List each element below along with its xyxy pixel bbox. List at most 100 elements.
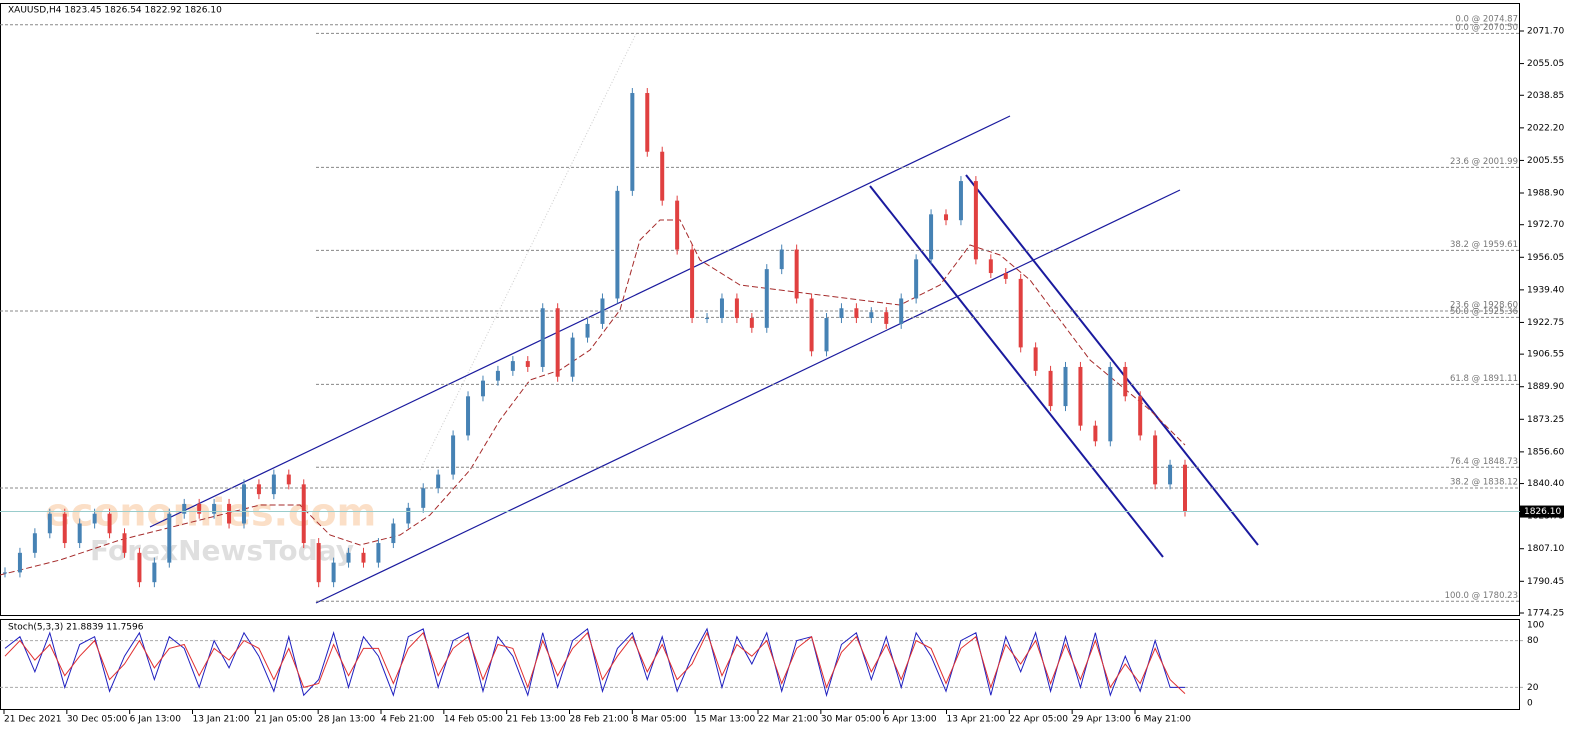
y-tick-label: 1988.90: [1527, 189, 1564, 199]
y-tick-label: 1873.25: [1527, 415, 1564, 425]
candle: [555, 308, 560, 377]
candle: [764, 269, 769, 328]
x-tick-label: 22 Mar 21:00: [758, 715, 818, 725]
candle: [869, 312, 874, 319]
candle: [1183, 464, 1187, 512]
candle: [854, 308, 859, 319]
candle: [734, 298, 739, 319]
candle: [973, 181, 978, 260]
x-tick-label: 30 Mar 05:00: [821, 715, 881, 725]
x-tick-label: 21 Jan 05:00: [255, 715, 312, 725]
candle: [376, 543, 381, 563]
stoch-line: [4, 631, 1186, 695]
x-tick-label: 29 Apr 13:00: [1072, 715, 1131, 725]
candle: [406, 507, 411, 524]
candle: [690, 249, 695, 319]
x-tick-label: 6 May 21:00: [1135, 715, 1191, 725]
watermark: ForexNewsToday: [90, 534, 354, 567]
x-tick-label: 6 Apr 13:00: [884, 715, 937, 725]
x-tick-label: 21 Feb 13:00: [507, 715, 566, 725]
x-tick-label: 8 Mar 05:00: [632, 715, 687, 725]
fib-label: 61.8 @ 1891.11: [1450, 374, 1518, 384]
y-tick-label: 1790.45: [1527, 577, 1564, 587]
candle: [630, 93, 635, 191]
x-tick-label: 13 Apr 21:00: [947, 715, 1006, 725]
x-tick-label: 22 Apr 05:00: [1009, 715, 1068, 725]
fib-label: 38.2 @ 1838.12: [1450, 478, 1518, 488]
candle: [779, 249, 784, 270]
candle: [421, 488, 426, 508]
candle: [1168, 464, 1173, 485]
candle: [495, 370, 500, 381]
candle: [1048, 370, 1053, 407]
candle: [227, 503, 232, 524]
y-tick-label: 2055.05: [1527, 59, 1564, 69]
candle: [1123, 366, 1128, 397]
stoch-frame: [0, 619, 1520, 710]
candle: [137, 552, 142, 583]
candle: [929, 214, 934, 260]
chart-title: XAUUSD,H4 1823.45 1826.54 1822.92 1826.1…: [8, 6, 222, 16]
y-tick-label: 1939.40: [1527, 285, 1564, 295]
y-tick-label: 1774.25: [1527, 609, 1564, 619]
candle: [182, 503, 187, 514]
candle: [212, 503, 217, 514]
candle: [809, 298, 814, 352]
x-tick-label: 4 Feb 21:00: [381, 715, 435, 725]
candle: [794, 249, 799, 299]
fib-label: 0.0 @ 2074.87: [1455, 14, 1518, 24]
candle: [660, 151, 665, 201]
fib-label: 23.6 @ 2001.99: [1450, 157, 1518, 167]
candle: [152, 562, 157, 583]
x-tick-label: 15 Mar 13:00: [695, 715, 755, 725]
x-tick-label: 14 Feb 05:00: [444, 715, 503, 725]
candle: [241, 484, 246, 524]
y-tick-label: 1856.60: [1527, 447, 1564, 457]
candle: [1063, 366, 1068, 407]
candle: [316, 543, 321, 583]
candle: [197, 503, 202, 514]
candle: [585, 323, 590, 338]
y-tick-label: 1956.05: [1527, 253, 1564, 263]
candle: [122, 533, 127, 553]
y-tick-label: 1906.55: [1527, 350, 1564, 360]
y-tick-label: 2005.55: [1527, 156, 1564, 166]
fib-label: 50.0 @ 1925.36: [1450, 307, 1518, 317]
candle: [1153, 435, 1158, 485]
candle: [436, 474, 441, 489]
candle: [1093, 425, 1098, 442]
current-price-label: 1826.10: [1524, 507, 1561, 517]
candle: [331, 562, 336, 583]
candle: [1018, 278, 1023, 348]
candle: [32, 533, 37, 553]
trend-line: [965, 174, 1259, 546]
y-tick-label: 2071.70: [1527, 27, 1564, 37]
candle: [107, 513, 112, 534]
candle: [480, 380, 485, 397]
candle: [958, 181, 963, 221]
trend-lines: [149, 115, 1259, 604]
candle: [62, 513, 67, 544]
candle: [361, 552, 366, 563]
y-tick-label: 1972.70: [1527, 220, 1564, 230]
candle: [510, 361, 515, 371]
candle: [615, 190, 620, 299]
x-tick-label: 21 Dec 2021: [4, 715, 62, 725]
candle: [286, 474, 291, 485]
candle: [451, 435, 456, 475]
candle: [899, 298, 904, 324]
candle: [540, 308, 545, 367]
candle: [271, 474, 276, 495]
candle: [92, 513, 97, 524]
stoch-tick-label: 80: [1527, 636, 1539, 646]
candle: [47, 513, 52, 534]
candle: [944, 214, 949, 221]
candle: [1138, 396, 1143, 436]
fib-label: 100.0 @ 1780.23: [1445, 591, 1518, 601]
stoch-tick-label: 20: [1527, 683, 1539, 693]
y-tick-label: 2038.85: [1527, 91, 1564, 101]
candle: [1108, 366, 1113, 442]
trend-line: [315, 189, 1181, 604]
candle: [600, 298, 605, 324]
